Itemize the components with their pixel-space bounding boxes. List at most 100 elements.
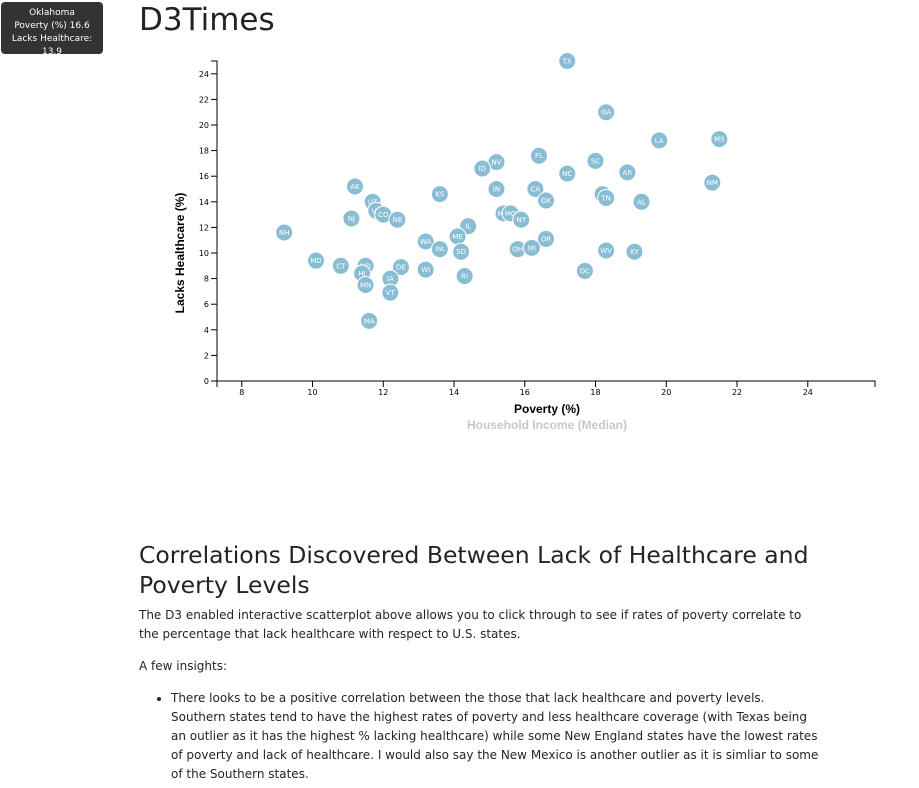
state-label: PA	[436, 246, 445, 254]
article: Correlations Discovered Between Lack of …	[139, 540, 819, 784]
state-label: LA	[655, 137, 664, 145]
state-marker[interactable]	[529, 146, 548, 165]
state-point[interactable]: GA	[597, 103, 616, 122]
state-marker[interactable]	[416, 260, 435, 279]
state-marker[interactable]	[331, 256, 350, 275]
y-tick-label: 16	[199, 172, 209, 181]
state-marker[interactable]	[452, 242, 471, 261]
state-marker[interactable]	[275, 223, 294, 242]
state-marker[interactable]	[710, 130, 729, 149]
state-point[interactable]: MN	[356, 276, 375, 294]
state-point[interactable]: FL	[529, 146, 548, 165]
state-point[interactable]: SC	[586, 151, 605, 170]
state-marker[interactable]	[430, 240, 449, 259]
x-axis-title[interactable]: Poverty (%)	[514, 402, 580, 416]
y-tick-label: 2	[204, 351, 209, 360]
state-label: AL	[637, 198, 646, 206]
state-point[interactable]: OR	[537, 229, 555, 248]
state-marker[interactable]	[558, 52, 577, 70]
state-point[interactable]: MI	[522, 238, 541, 257]
state-point[interactable]: NM	[703, 173, 722, 192]
state-label: MO	[505, 210, 517, 218]
state-point[interactable]: DC	[575, 261, 594, 280]
state-point[interactable]: NJ	[342, 209, 361, 228]
state-marker[interactable]	[342, 209, 361, 228]
state-point[interactable]: VT	[381, 283, 400, 302]
state-marker[interactable]	[473, 159, 492, 178]
state-marker[interactable]	[625, 242, 644, 261]
state-point[interactable]: WI	[416, 260, 435, 279]
state-label: TN	[600, 194, 611, 202]
state-marker[interactable]	[307, 251, 326, 270]
y-tick-label: 18	[199, 147, 209, 156]
y-axis-title[interactable]: Lacks Healthcare (%)	[173, 193, 187, 314]
state-point[interactable]: ID	[473, 159, 492, 178]
insight-item: There looks to be a positive correlation…	[171, 689, 819, 784]
state-point[interactable]: CT	[331, 256, 350, 275]
state-point[interactable]: AL	[632, 192, 651, 211]
state-marker[interactable]	[703, 173, 722, 192]
state-point[interactable]: MA	[360, 311, 379, 330]
state-label: UT	[368, 198, 378, 206]
x-axis-title-alt[interactable]: Household Income (Median)	[467, 418, 627, 432]
state-label: NC	[562, 170, 572, 178]
state-marker[interactable]	[487, 180, 506, 198]
state-label: GA	[601, 109, 611, 117]
state-marker[interactable]	[597, 188, 616, 207]
state-point[interactable]: RI	[455, 267, 474, 286]
x-tick-label: 8	[239, 388, 244, 397]
state-marker[interactable]	[388, 210, 407, 229]
state-point[interactable]: AK	[345, 177, 364, 196]
state-point[interactable]: IN	[487, 180, 506, 198]
state-marker[interactable]	[345, 177, 364, 196]
x-tick-label: 14	[449, 388, 459, 397]
state-marker[interactable]	[650, 131, 669, 150]
state-point[interactable]: MS	[710, 130, 729, 149]
state-point[interactable]: WA	[416, 232, 435, 251]
state-point[interactable]: MD	[307, 251, 326, 270]
state-marker[interactable]	[632, 192, 651, 211]
x-tick-label: 16	[520, 388, 530, 397]
state-point[interactable]: TX	[558, 52, 577, 70]
state-point[interactable]: PA	[430, 240, 449, 259]
state-marker[interactable]	[597, 103, 616, 122]
state-point[interactable]: CA	[526, 180, 545, 198]
state-marker[interactable]	[430, 185, 449, 204]
state-point[interactable]: KS	[430, 185, 449, 204]
state-marker[interactable]	[512, 210, 531, 229]
state-marker[interactable]	[618, 163, 637, 182]
state-point[interactable]: CO	[374, 205, 393, 224]
state-point[interactable]: LA	[650, 131, 669, 150]
state-point[interactable]: OK	[537, 191, 555, 210]
state-marker[interactable]	[391, 258, 410, 277]
state-point[interactable]: NE	[388, 210, 407, 229]
state-label: ME	[452, 233, 462, 241]
state-marker[interactable]	[537, 191, 555, 210]
state-point[interactable]: DE	[391, 258, 410, 277]
state-tooltip: Oklahoma Poverty (%) 16.6 Lacks Healthca…	[1, 2, 103, 57]
state-marker[interactable]	[558, 164, 577, 183]
state-marker[interactable]	[360, 311, 379, 330]
state-marker[interactable]	[522, 238, 541, 257]
state-marker[interactable]	[381, 283, 400, 302]
state-label: FL	[535, 152, 543, 160]
state-point[interactable]: NC	[558, 164, 577, 183]
state-point[interactable]: KY	[625, 242, 644, 261]
state-marker[interactable]	[597, 241, 616, 260]
state-point[interactable]: NH	[275, 223, 294, 242]
state-point[interactable]: WV	[597, 241, 616, 260]
state-marker[interactable]	[455, 267, 474, 286]
state-label: NM	[707, 179, 718, 187]
state-marker[interactable]	[416, 232, 435, 251]
state-marker[interactable]	[356, 276, 375, 294]
state-point[interactable]: AR	[618, 163, 637, 182]
state-point[interactable]: ME	[448, 227, 467, 246]
state-point[interactable]: NY	[512, 210, 531, 229]
state-marker[interactable]	[586, 151, 605, 170]
state-point[interactable]: SD	[452, 242, 471, 261]
state-point[interactable]: TN	[597, 188, 616, 207]
state-marker[interactable]	[537, 229, 555, 248]
state-marker[interactable]	[526, 180, 545, 198]
state-marker[interactable]	[575, 261, 594, 280]
